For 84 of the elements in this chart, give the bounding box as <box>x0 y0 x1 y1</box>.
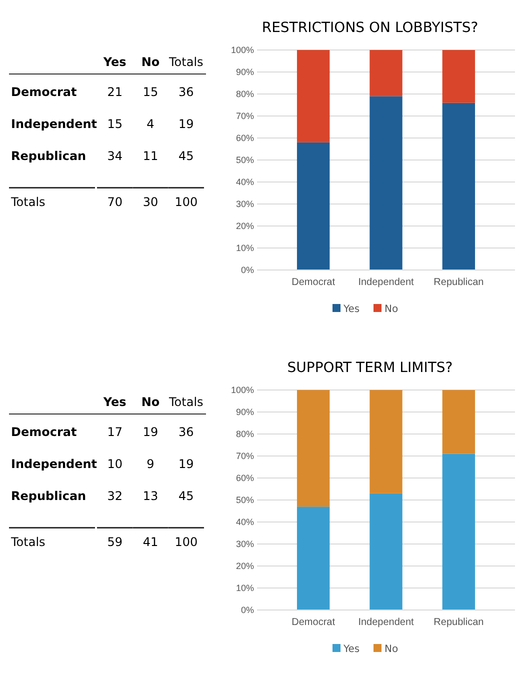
data-label: 19 <box>178 457 194 471</box>
data-label: 19 <box>142 425 158 439</box>
data-label: 41 <box>142 535 158 549</box>
data-label: 70 <box>107 195 122 209</box>
y-tick-label: 40% <box>236 176 254 187</box>
bar <box>442 102 476 270</box>
bar <box>370 50 402 96</box>
y-tick-label: 60% <box>236 472 254 483</box>
bar <box>296 50 330 142</box>
data-label: 34 <box>107 149 122 163</box>
data-label: 59 <box>107 535 122 549</box>
bar <box>442 50 476 103</box>
y-tick-label: 100% <box>230 384 254 395</box>
x-tick-label: Totals <box>168 55 204 69</box>
data-label: 10 <box>107 457 122 471</box>
y-tick-label: Republican <box>11 489 86 503</box>
x-tick-label: Democrat <box>292 277 336 288</box>
x-tick-label: Yes <box>102 395 126 409</box>
y-tick-label: 10% <box>236 582 254 593</box>
x-tick-label: No <box>141 395 160 409</box>
bar <box>370 493 402 610</box>
bar <box>442 454 476 610</box>
data-label: 45 <box>178 149 194 163</box>
y-tick-label: 70% <box>236 450 254 461</box>
legend-label: No <box>384 304 398 315</box>
data-label: 36 <box>178 425 194 439</box>
bar <box>296 390 330 507</box>
y-tick-label: 0% <box>240 264 254 275</box>
y-tick-label: Democrat <box>11 85 77 99</box>
bar <box>442 390 476 454</box>
data-label: 13 <box>142 489 158 503</box>
y-tick-label: 60% <box>236 132 254 143</box>
bar <box>296 142 330 270</box>
chart-title: SUPPORT TERM LIMITS? <box>287 360 453 376</box>
y-tick-label: 90% <box>236 406 254 417</box>
x-tick-label: Democrat <box>292 617 336 628</box>
y-tick-label: Totals <box>10 195 46 209</box>
bar <box>370 96 402 270</box>
y-tick-label: 40% <box>236 516 254 527</box>
data-label: 32 <box>107 489 122 503</box>
data-label: 15 <box>107 117 122 131</box>
y-tick-label: Independent <box>11 117 98 131</box>
data-label: 30 <box>142 195 158 209</box>
data-label: 19 <box>178 117 194 131</box>
x-tick-label: Independent <box>358 277 414 288</box>
y-tick-label: 80% <box>236 428 254 439</box>
y-tick-label: Democrat <box>11 425 77 439</box>
data-label: 36 <box>178 85 194 99</box>
y-tick-label: 50% <box>236 154 254 165</box>
x-tick-label: Republican <box>434 617 484 628</box>
y-tick-label: 80% <box>236 88 254 99</box>
x-tick-label: Republican <box>434 277 484 288</box>
data-label: 17 <box>107 425 122 439</box>
data-label: 100 <box>174 195 198 209</box>
y-tick-label: 30% <box>236 198 254 209</box>
data-label: 15 <box>142 85 158 99</box>
y-tick-label: 30% <box>236 538 254 549</box>
y-tick-label: 0% <box>240 604 254 615</box>
bar <box>296 506 330 610</box>
y-tick-label: 90% <box>236 66 254 77</box>
y-tick-label: 10% <box>236 242 254 253</box>
data-label: 9 <box>146 457 154 471</box>
legend-label: Yes <box>342 644 360 655</box>
y-tick-label: Republican <box>11 149 86 163</box>
bar <box>370 390 402 494</box>
legend-label: Yes <box>342 304 360 315</box>
y-tick-label: 50% <box>236 494 254 505</box>
data-label: 21 <box>107 85 122 99</box>
chart-title: RESTRICTIONS ON LOBBYISTS? <box>262 20 478 36</box>
x-tick-label: No <box>141 55 160 69</box>
data-label: 4 <box>146 117 154 131</box>
data-label: 100 <box>174 535 198 549</box>
x-tick-label: Totals <box>168 395 204 409</box>
y-tick-label: 100% <box>230 44 254 55</box>
y-tick-label: Independent <box>11 457 98 471</box>
x-tick-label: Yes <box>102 55 126 69</box>
y-tick-label: Totals <box>10 535 46 549</box>
y-tick-label: 20% <box>236 560 254 571</box>
data-label: 45 <box>178 489 194 503</box>
y-tick-label: 70% <box>236 110 254 121</box>
legend-label: No <box>384 644 398 655</box>
y-tick-label: 20% <box>236 220 254 231</box>
data-label: 11 <box>142 149 158 163</box>
x-tick-label: Independent <box>358 617 414 628</box>
